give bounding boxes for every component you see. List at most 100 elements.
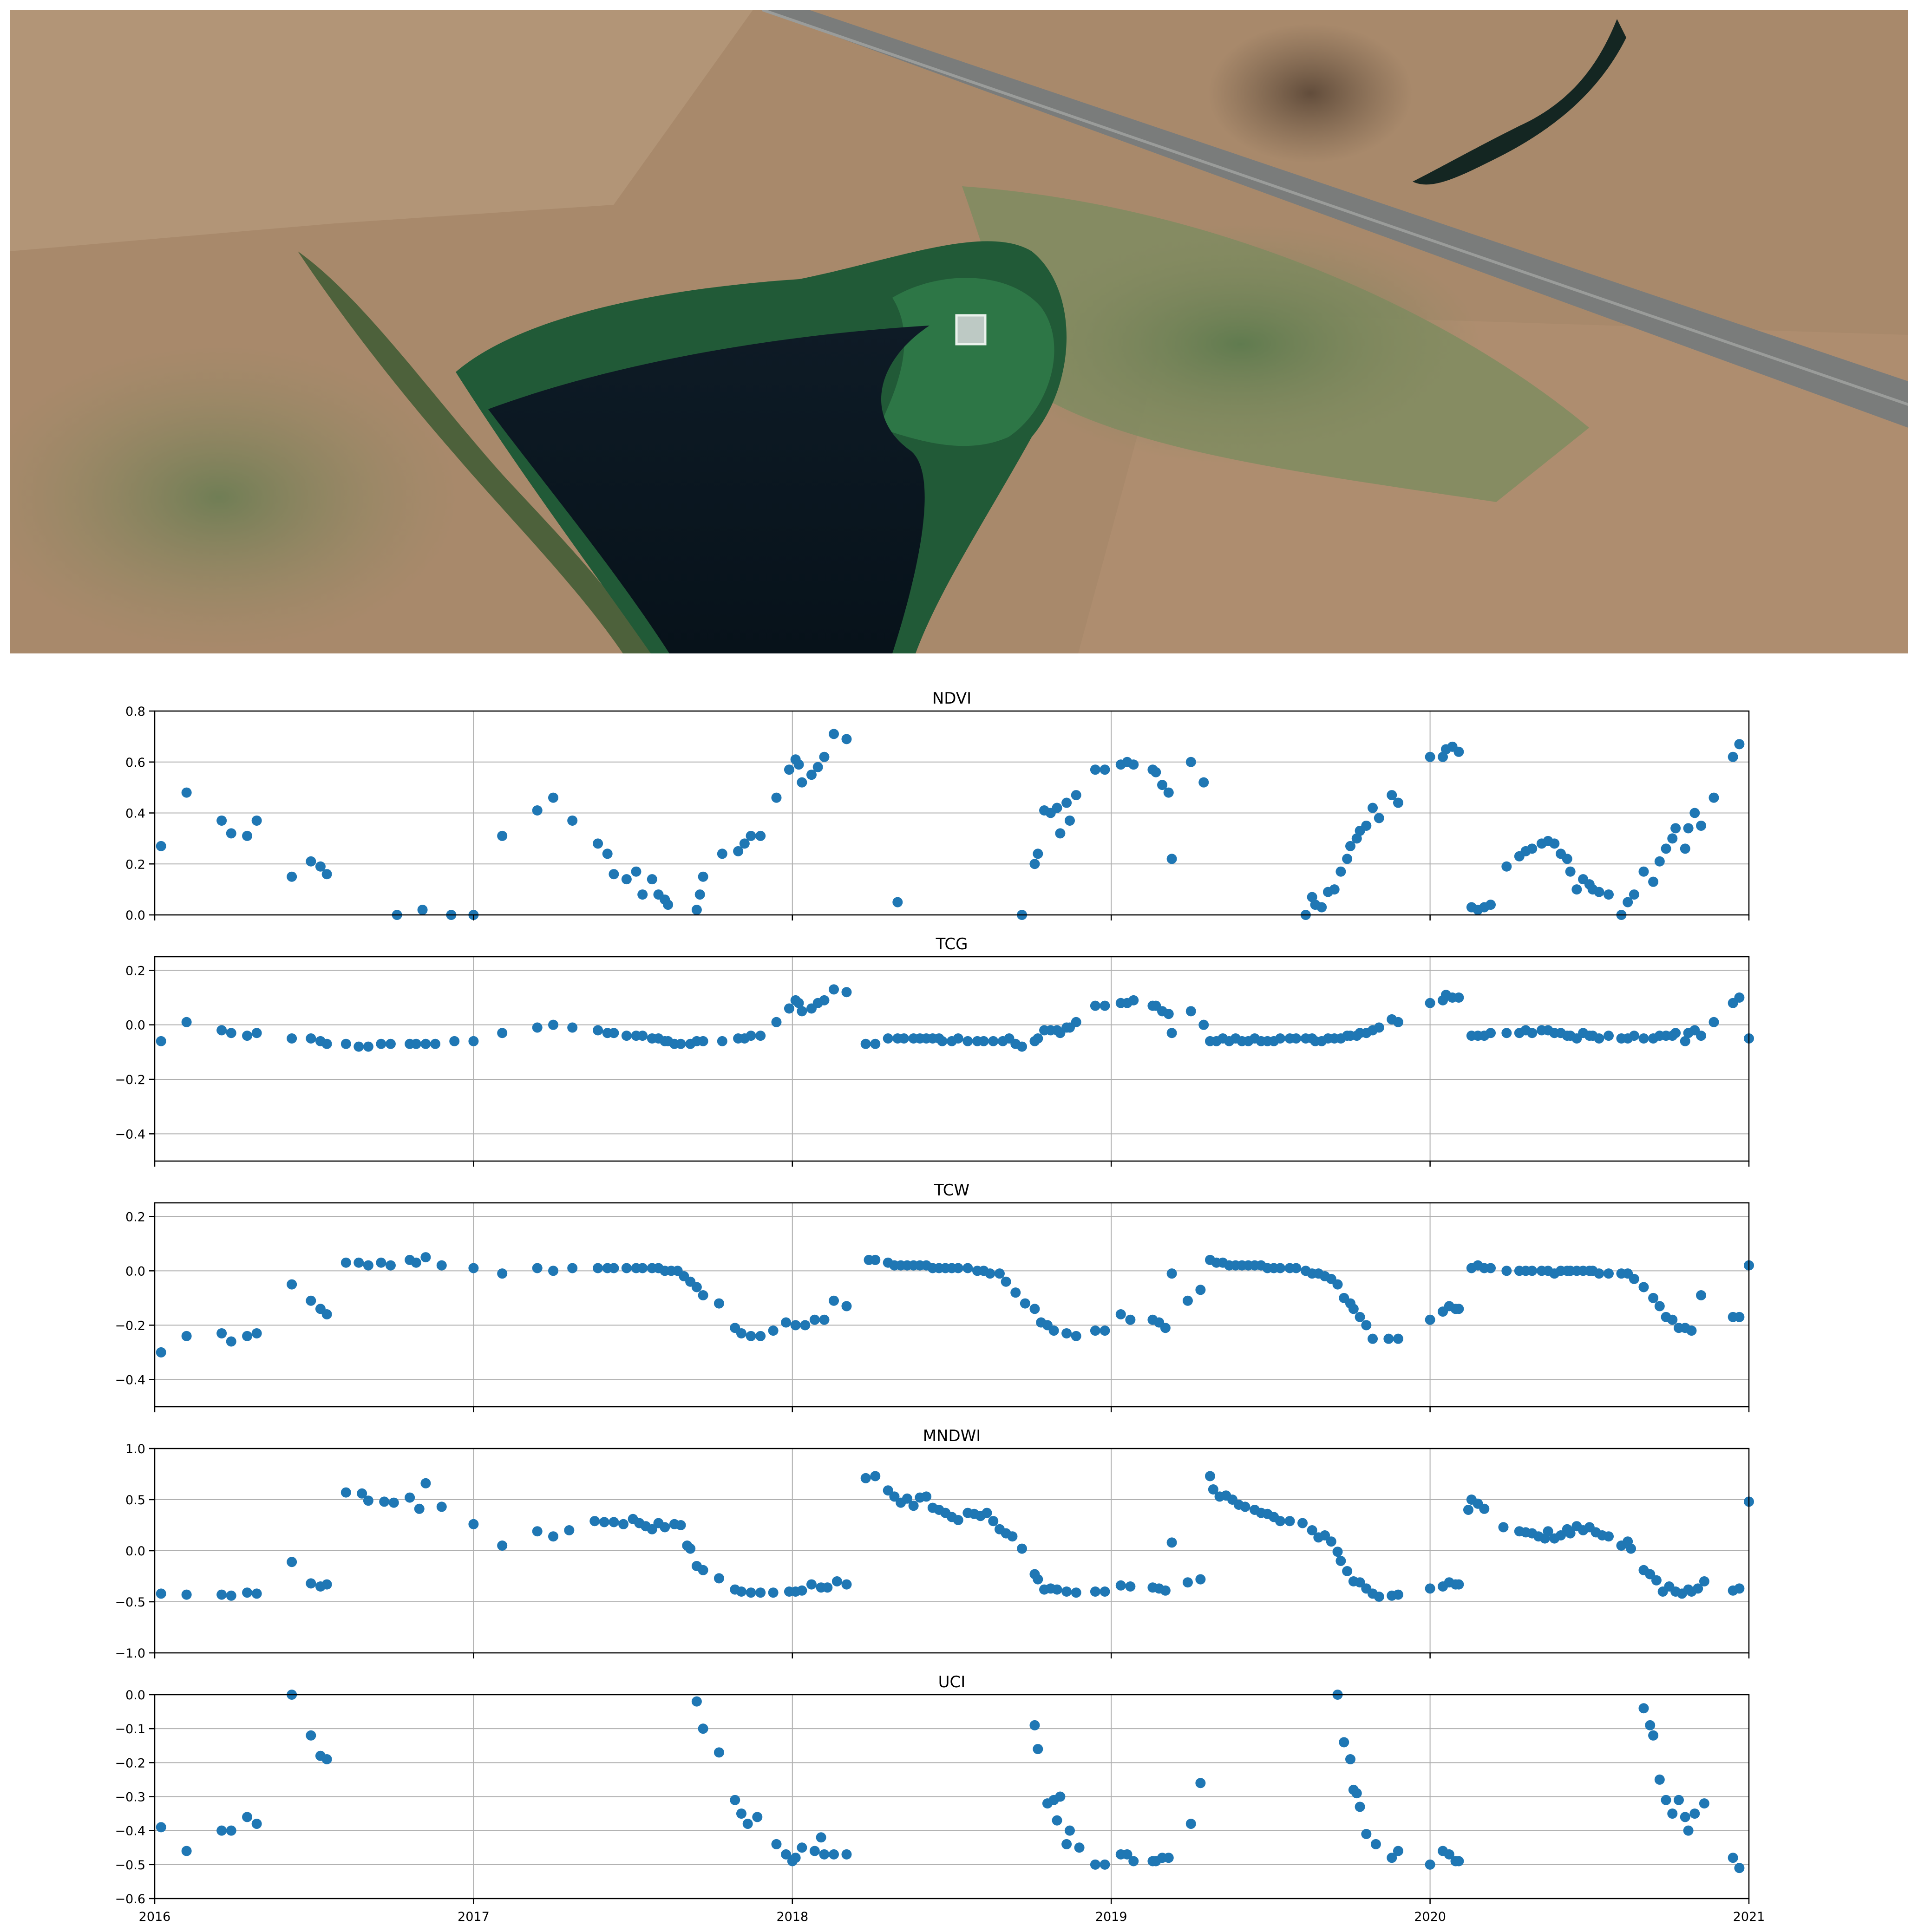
data-point bbox=[181, 1589, 192, 1600]
data-point bbox=[1185, 757, 1196, 767]
data-point bbox=[1565, 1528, 1576, 1539]
data-point bbox=[1453, 1579, 1464, 1590]
data-point bbox=[1463, 1505, 1473, 1515]
data-point bbox=[321, 1038, 332, 1049]
data-point bbox=[1275, 1263, 1285, 1273]
data-point bbox=[899, 1033, 910, 1044]
data-point bbox=[1654, 1301, 1665, 1312]
data-point bbox=[1345, 841, 1355, 851]
data-point bbox=[1661, 1795, 1671, 1805]
data-point bbox=[1648, 1730, 1659, 1741]
data-point bbox=[1128, 759, 1139, 770]
data-point bbox=[800, 1320, 811, 1331]
data-point bbox=[1071, 1331, 1081, 1341]
chart-panels: 0.00.20.40.60.8NDVI−0.4−0.20.00.2TCG−0.4… bbox=[115, 689, 1765, 1924]
data-point bbox=[287, 1033, 297, 1044]
data-point bbox=[306, 856, 316, 867]
data-point bbox=[1638, 866, 1649, 877]
data-point bbox=[1125, 1314, 1136, 1325]
data-point bbox=[1689, 1808, 1700, 1819]
data-point bbox=[829, 729, 839, 739]
data-point bbox=[962, 1036, 973, 1046]
data-point bbox=[609, 1517, 619, 1527]
shrub-line bbox=[298, 251, 651, 653]
data-point bbox=[315, 861, 326, 872]
data-point bbox=[251, 815, 262, 826]
data-point bbox=[353, 1041, 364, 1052]
data-point bbox=[1195, 1778, 1206, 1788]
data-point bbox=[1001, 1276, 1011, 1287]
data-point bbox=[637, 889, 648, 900]
data-point bbox=[321, 1754, 332, 1765]
data-point bbox=[376, 1038, 386, 1049]
data-point bbox=[321, 1309, 332, 1319]
data-point bbox=[1090, 764, 1100, 775]
data-point bbox=[1351, 833, 1362, 844]
data-point bbox=[156, 1822, 166, 1833]
data-point bbox=[1645, 1720, 1656, 1730]
data-point bbox=[1654, 1774, 1665, 1785]
data-point bbox=[1683, 1825, 1694, 1836]
x-tick-label: 2019 bbox=[1095, 1910, 1127, 1924]
data-point bbox=[353, 1257, 364, 1268]
data-point bbox=[420, 1038, 431, 1049]
data-point bbox=[548, 1531, 558, 1542]
data-point bbox=[1163, 1853, 1174, 1863]
data-point bbox=[1696, 1031, 1707, 1041]
data-point bbox=[1425, 1583, 1435, 1594]
data-point bbox=[593, 1263, 603, 1273]
data-point bbox=[819, 1314, 830, 1325]
data-point bbox=[226, 1825, 236, 1836]
data-point bbox=[746, 1331, 756, 1341]
data-point bbox=[1071, 1587, 1081, 1598]
data-point bbox=[548, 792, 558, 803]
data-point bbox=[1453, 746, 1464, 757]
data-point bbox=[822, 1582, 833, 1593]
data-point bbox=[755, 1331, 766, 1341]
data-point bbox=[1064, 815, 1075, 826]
data-point bbox=[1594, 1268, 1604, 1279]
data-point bbox=[819, 751, 830, 762]
data-point bbox=[631, 866, 642, 877]
data-point bbox=[1709, 792, 1719, 803]
data-point bbox=[242, 1331, 253, 1341]
data-point bbox=[1527, 843, 1538, 854]
data-point bbox=[226, 1028, 236, 1038]
dry-field-light bbox=[10, 10, 753, 251]
data-point bbox=[831, 1576, 842, 1586]
data-point bbox=[1332, 1547, 1343, 1557]
data-point bbox=[497, 1028, 508, 1038]
data-point bbox=[1185, 1006, 1196, 1017]
data-point bbox=[1029, 1720, 1040, 1730]
y-tick-label: 0.5 bbox=[125, 1493, 145, 1508]
data-point bbox=[819, 995, 830, 1005]
data-point bbox=[1332, 1279, 1343, 1290]
data-point bbox=[593, 1025, 603, 1036]
data-point bbox=[156, 1588, 166, 1599]
data-point bbox=[908, 1501, 919, 1511]
data-point bbox=[1638, 1033, 1649, 1044]
data-point bbox=[784, 764, 794, 775]
data-point bbox=[1320, 1530, 1330, 1540]
data-points bbox=[156, 1252, 1754, 1358]
data-point bbox=[621, 1263, 632, 1273]
data-point bbox=[742, 1819, 753, 1829]
data-point bbox=[1007, 1531, 1018, 1542]
data-point bbox=[902, 1493, 912, 1504]
data-point bbox=[1387, 790, 1397, 801]
data-point bbox=[1020, 1298, 1030, 1309]
data-point bbox=[1166, 1268, 1177, 1279]
data-point bbox=[1071, 1017, 1081, 1027]
data-point bbox=[1686, 1325, 1697, 1336]
data-point bbox=[717, 1036, 727, 1046]
green-field-left bbox=[10, 344, 460, 651]
data-point bbox=[1638, 1703, 1649, 1714]
data-point bbox=[637, 1031, 648, 1041]
data-point bbox=[156, 841, 166, 851]
data-point bbox=[1297, 1518, 1308, 1528]
data-point bbox=[449, 1036, 460, 1046]
data-point bbox=[1029, 859, 1040, 869]
data-point bbox=[242, 1812, 253, 1822]
data-point bbox=[306, 1578, 316, 1589]
